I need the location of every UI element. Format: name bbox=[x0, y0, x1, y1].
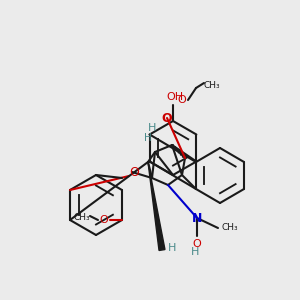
Text: CH₃: CH₃ bbox=[74, 212, 90, 221]
Text: H: H bbox=[191, 247, 199, 257]
Text: CH₃: CH₃ bbox=[204, 82, 220, 91]
Text: N: N bbox=[192, 212, 202, 224]
Text: O: O bbox=[193, 239, 201, 249]
Text: H: H bbox=[144, 133, 152, 143]
Polygon shape bbox=[148, 162, 165, 250]
Text: H: H bbox=[168, 243, 176, 253]
Text: O: O bbox=[162, 112, 172, 124]
Text: O: O bbox=[100, 215, 108, 225]
Text: OH: OH bbox=[167, 92, 184, 102]
Text: H: H bbox=[148, 123, 156, 133]
Text: O: O bbox=[178, 95, 186, 105]
Text: CH₃: CH₃ bbox=[222, 224, 238, 232]
Text: O: O bbox=[129, 166, 139, 178]
